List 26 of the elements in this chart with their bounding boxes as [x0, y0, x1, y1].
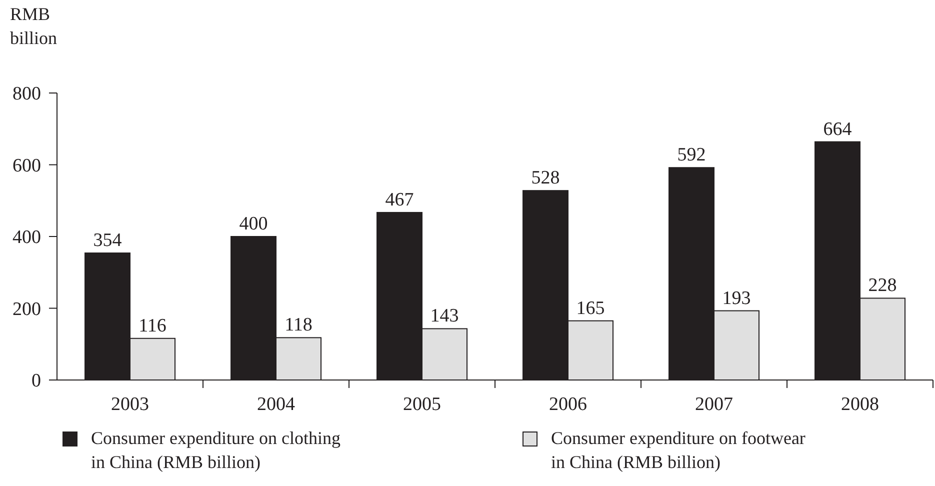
data-label: 400	[239, 214, 268, 234]
y-tick-label: 0	[32, 370, 41, 392]
data-label: 664	[823, 118, 852, 140]
x-tick-label: 2005	[403, 394, 441, 415]
data-label: 467	[385, 189, 414, 210]
data-label: 143	[430, 306, 459, 327]
data-label: 228	[868, 275, 897, 296]
data-label: 592	[677, 144, 706, 166]
y-tick-label: 400	[12, 227, 41, 248]
y-tick-label: 800	[12, 84, 41, 105]
data-label: 354	[93, 230, 122, 252]
data-label: 116	[138, 315, 166, 336]
y-axis-title: RMB billion	[10, 4, 58, 48]
x-tick-label: 2003	[111, 394, 149, 415]
x-tick-label: 2008	[841, 394, 879, 415]
x-tick-label: 2004	[257, 394, 296, 415]
y-tick-label: 600	[12, 155, 41, 176]
x-tick-label: 2007	[695, 394, 733, 415]
data-label: 528	[531, 168, 560, 189]
data-label: 165	[576, 298, 605, 319]
y-tick-label: 200	[12, 298, 41, 320]
data-label: 118	[284, 314, 312, 336]
legend-label: Consumer expenditure on clothing in China (RMB billion)	[91, 428, 340, 472]
x-tick-label: 2006	[549, 394, 587, 415]
legend-label: Consumer expenditure on footwear in China (RMB billion)	[551, 428, 806, 472]
data-label: 193	[722, 288, 751, 309]
